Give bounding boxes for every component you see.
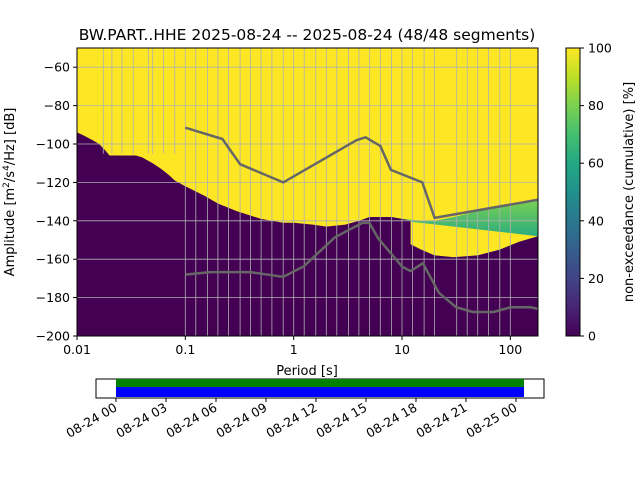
coverage-tick-label: 08-24 03 bbox=[113, 400, 169, 441]
coverage-tick-label: 08-24 12 bbox=[263, 400, 319, 441]
zero-percent-region bbox=[77, 132, 411, 336]
colorbar-tick-label: 0 bbox=[588, 329, 596, 344]
coverage-tick-label: 08-25 00 bbox=[463, 400, 519, 441]
y-tick-label: −100 bbox=[36, 137, 70, 152]
colorbar-tick-label: 60 bbox=[588, 156, 604, 171]
coverage-tick-label: 08-24 09 bbox=[213, 400, 269, 441]
x-axis-label: Period [s] bbox=[276, 364, 338, 379]
chart-title: BW.PART..HHE 2025-08-24 -- 2025-08-24 (4… bbox=[79, 26, 536, 44]
colorbar-ticks: 0 20 40 60 80 100 bbox=[580, 41, 612, 344]
coverage-tick-label: 08-24 18 bbox=[363, 400, 419, 441]
x-tick-label: 1 bbox=[290, 342, 298, 357]
spread-band-lower-region bbox=[369, 218, 538, 336]
y-axis-ticks: −60 −80 −100 −120 −140 −160 −180 −200 bbox=[36, 60, 77, 344]
x-axis-ticks: 0.01 0.1 1 10 100 bbox=[63, 336, 522, 357]
y-axis-label-part: /Hz] [dB] bbox=[3, 108, 18, 166]
coverage-tick-label: 08-24 21 bbox=[413, 400, 469, 441]
y-tick-label: −80 bbox=[44, 98, 70, 113]
noise-model-curves bbox=[184, 126, 538, 314]
x-tick-label: 0.1 bbox=[175, 342, 195, 357]
colorbar bbox=[565, 47, 581, 337]
colorbar-label: non-exceedance (cumulative) [%] bbox=[622, 82, 637, 302]
noise-model-nlnm bbox=[185, 221, 538, 314]
grid-lines bbox=[77, 48, 538, 336]
y-tick-label: −180 bbox=[36, 290, 70, 305]
y-axis-label-superscript: 2 bbox=[2, 182, 12, 188]
y-tick-label: −140 bbox=[36, 213, 70, 228]
plot-frame bbox=[76, 47, 539, 337]
x-tick-label: 100 bbox=[498, 342, 522, 357]
x-tick-label: 0.01 bbox=[63, 342, 91, 357]
coverage-data-bar bbox=[116, 379, 524, 387]
coverage-tick-label: 08-24 06 bbox=[163, 400, 219, 441]
y-axis-label-part: /s bbox=[3, 171, 18, 182]
noise-model-nhnm bbox=[184, 126, 538, 220]
colorbar-tick-label: 100 bbox=[588, 41, 612, 56]
y-axis-label-part: Amplitude [m bbox=[3, 188, 18, 277]
colorbar-tick-label: 80 bbox=[588, 98, 604, 113]
plot-area bbox=[77, 48, 538, 336]
colorbar-tick-label: 40 bbox=[588, 213, 604, 228]
y-tick-label: −200 bbox=[36, 329, 70, 344]
coverage-tick-label: 08-24 15 bbox=[313, 400, 369, 441]
colorbar-tick-label: 20 bbox=[588, 271, 604, 286]
coverage-tick-label: 08-24 00 bbox=[63, 400, 119, 441]
y-axis-label-superscript: 4 bbox=[2, 165, 12, 171]
y-axis-label: Amplitude [m2/s4/Hz] [dB] bbox=[2, 108, 18, 277]
y-tick-label: −120 bbox=[36, 175, 70, 190]
y-tick-label: −60 bbox=[44, 60, 70, 75]
coverage-segments-bar bbox=[116, 387, 524, 397]
x-tick-label: 10 bbox=[394, 342, 410, 357]
y-tick-label: −160 bbox=[36, 252, 70, 267]
